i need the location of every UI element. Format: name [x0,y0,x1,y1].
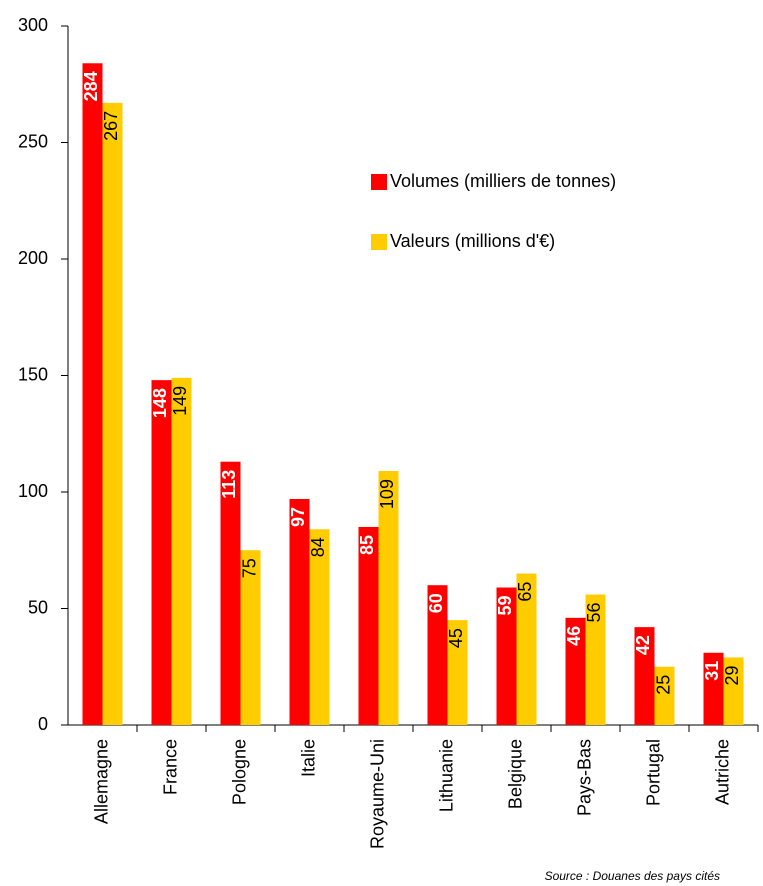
y-tick-label: 250 [18,131,48,151]
bar [427,585,448,725]
value-label: 45 [446,628,466,648]
x-tick-label: Italie [298,739,318,777]
value-label: 84 [308,537,328,557]
value-label: 42 [633,635,653,655]
value-label: 29 [722,665,742,685]
x-tick-label: Belgique [505,739,525,809]
source-note: Source : Douanes des pays cités [545,869,720,883]
x-tick-label: France [160,739,180,795]
value-label: 149 [170,386,190,416]
x-tick-label: Royaume-Uni [367,739,387,849]
bar [585,594,606,725]
value-label: 59 [495,596,515,616]
value-label: 60 [426,593,446,613]
value-label: 113 [219,470,239,499]
value-label: 56 [584,603,604,623]
y-tick-label: 150 [18,364,48,384]
bar [378,471,399,725]
bar [496,587,517,725]
value-label: 85 [357,535,377,555]
value-label: 97 [288,507,308,527]
bar [289,498,310,725]
x-tick-label: Pologne [229,739,249,805]
x-tick-label: Portugal [643,739,663,806]
bar [634,627,655,725]
bar [447,620,468,725]
bar [654,666,675,725]
x-tick-label: Lithuanie [436,739,456,812]
y-tick-label: 300 [18,15,48,35]
y-tick-label: 200 [18,248,48,268]
value-label: 284 [81,71,101,101]
legend-swatch [371,234,387,250]
value-label: 25 [653,675,673,695]
y-tick-label: 0 [38,714,48,734]
x-tick-label: Pays-Bas [574,739,594,816]
value-label: 109 [377,479,397,509]
bar [565,617,586,725]
value-label: 46 [564,626,584,646]
bar [240,550,261,725]
legend-label: Volumes (milliers de tonnes) [390,171,616,191]
bar [151,380,172,725]
x-tick-label: Allemagne [91,739,111,824]
value-label: 65 [515,582,535,602]
value-label: 75 [239,558,259,578]
bar [171,377,192,725]
y-tick-label: 50 [28,597,48,617]
bar [703,652,724,725]
bar [102,102,123,725]
value-label: 148 [150,388,170,418]
bar [723,657,744,725]
x-tick-label: Autriche [712,739,732,805]
bar [358,526,379,725]
legend-swatch [371,174,387,190]
value-label: 267 [101,111,121,141]
legend-label: Valeurs (millions d'€) [390,231,555,251]
y-tick-label: 100 [18,481,48,501]
bar [82,63,103,725]
bar [309,529,330,725]
bar [516,573,537,725]
value-label: 31 [702,661,722,681]
bar [220,461,241,725]
